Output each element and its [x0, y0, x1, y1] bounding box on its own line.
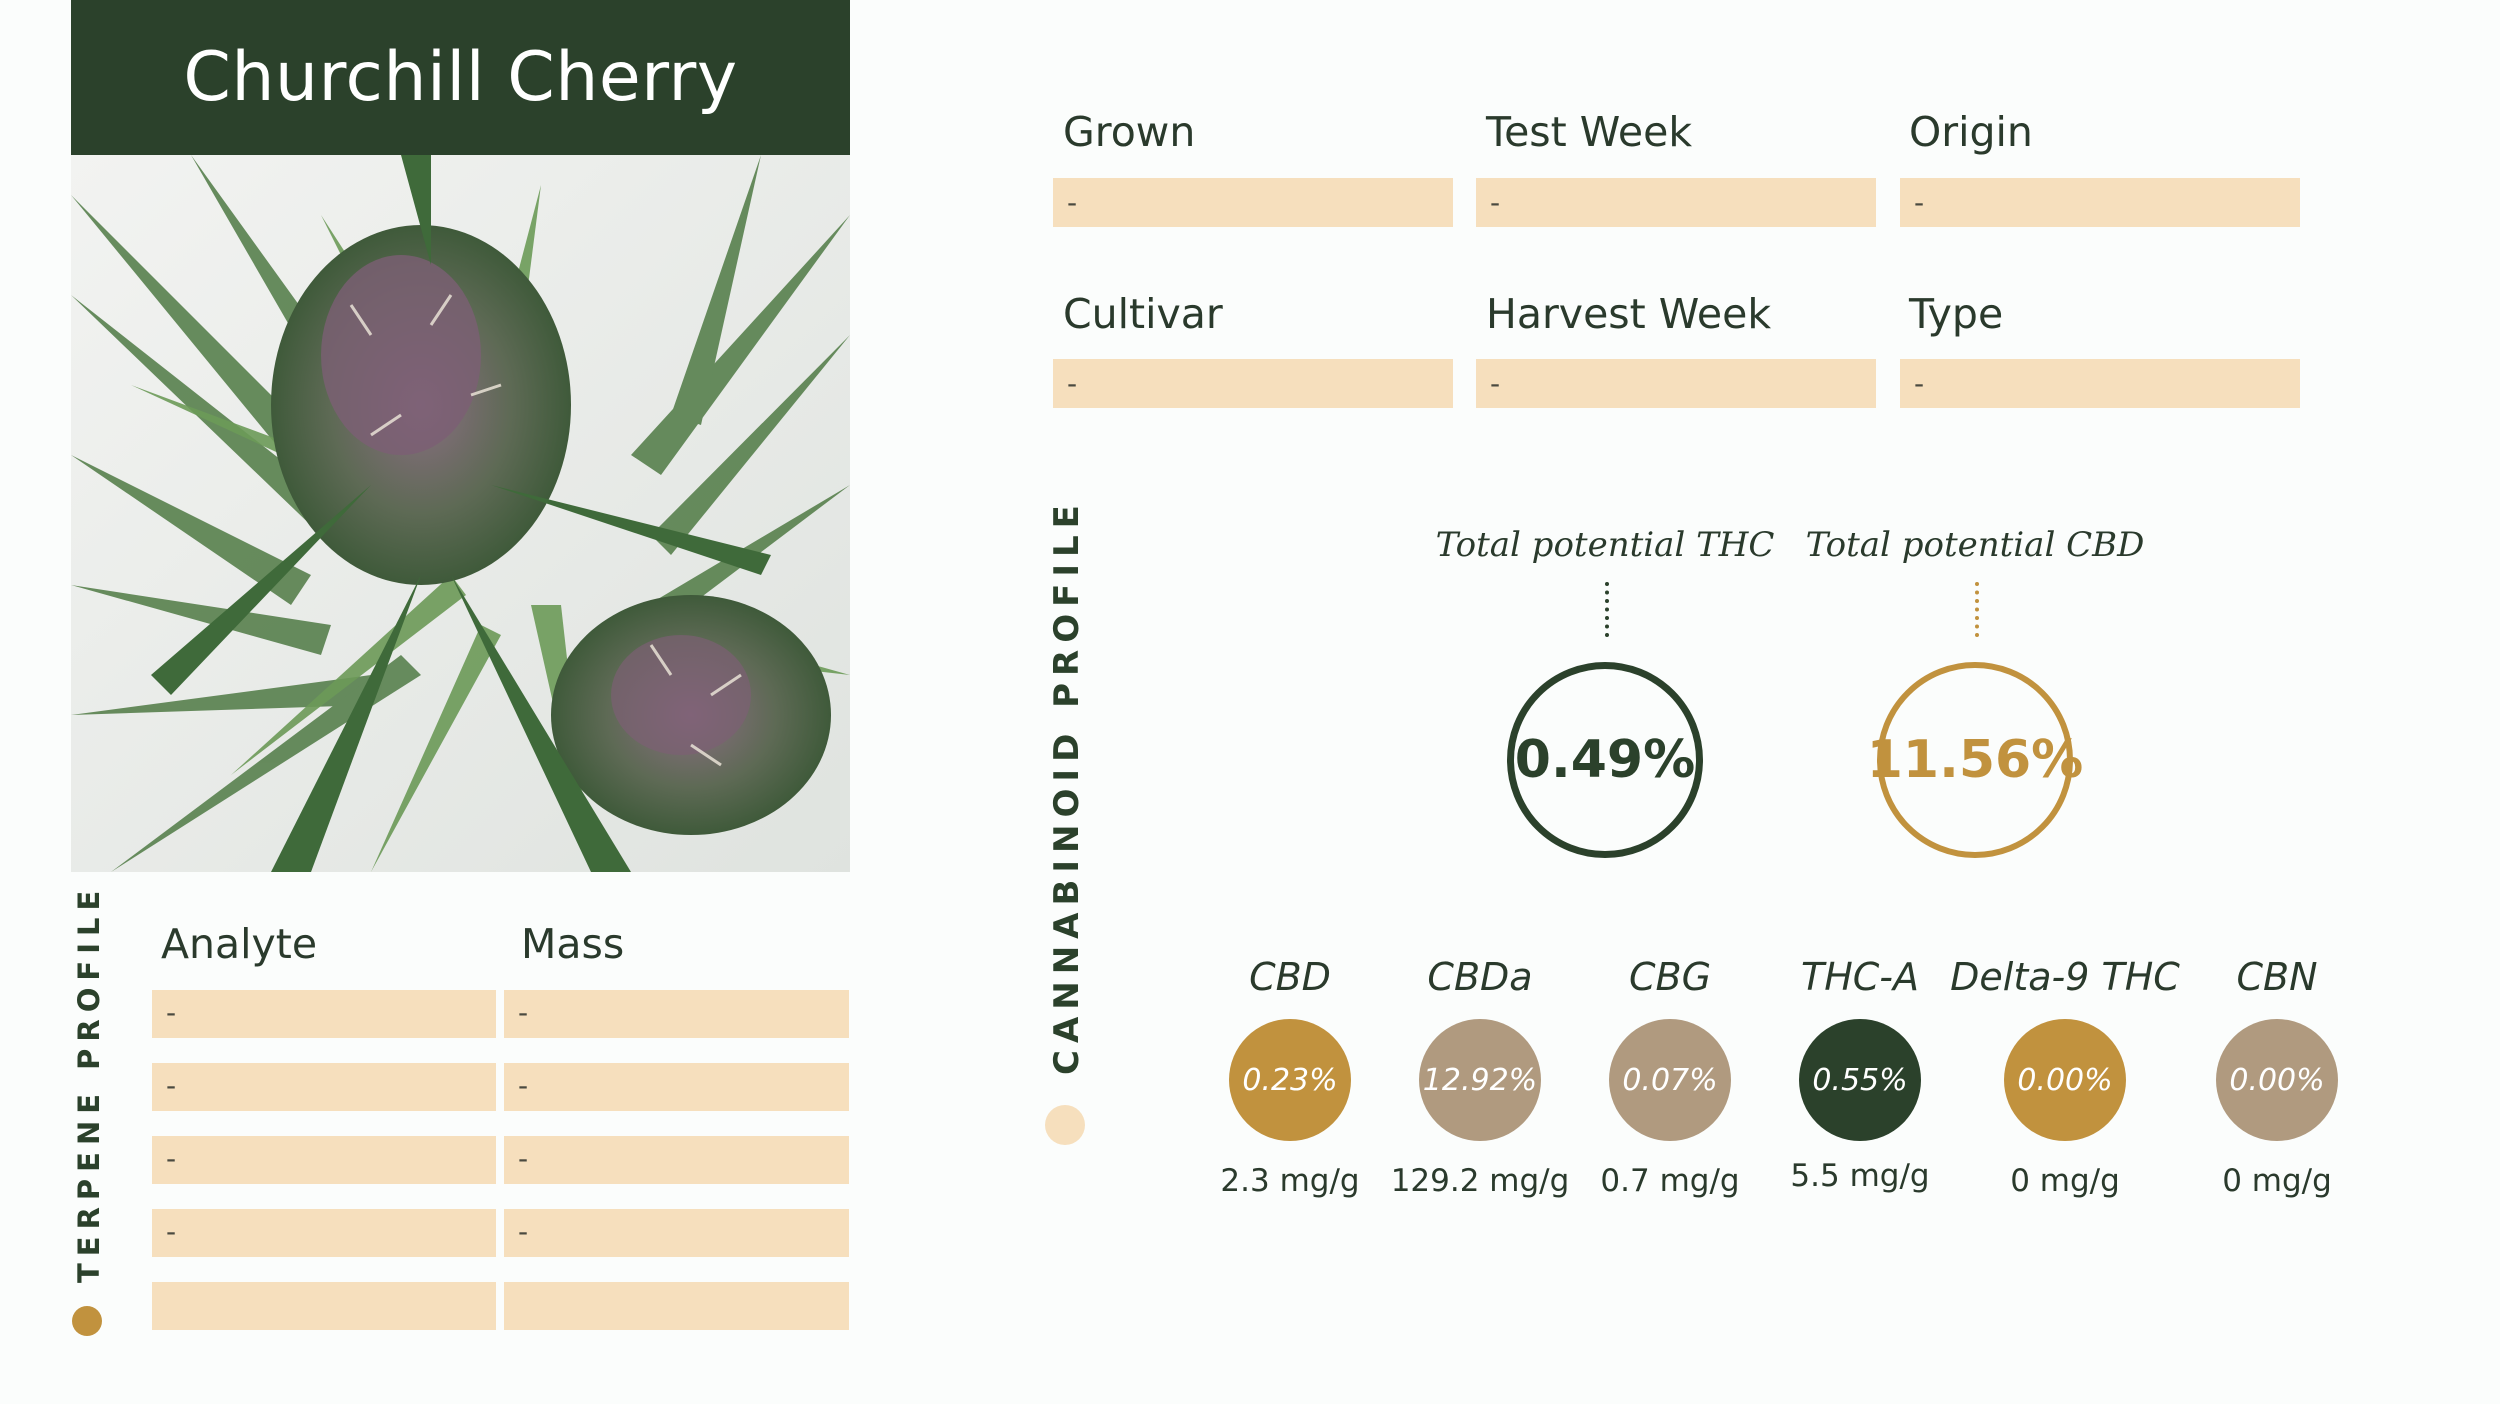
- terpene-analyte-cell: -: [152, 1209, 496, 1257]
- field-value-type: -: [1900, 359, 2300, 408]
- cannabinoid-name-thca: THC-A: [1800, 955, 1920, 999]
- cannabinoid-percent-delta9-thc: 0.00%: [2004, 1019, 2126, 1141]
- field-value-grown: -: [1053, 178, 1453, 227]
- total-thc-caption: Total potential THC: [1435, 525, 1775, 565]
- total-cbd-caption: Total potential CBD: [1805, 525, 2145, 565]
- cannabinoid-profile-label: CANNABINOID PROFILE: [1047, 498, 1087, 1075]
- cannabinoid-percent-cbd: 0.23%: [1229, 1019, 1351, 1141]
- field-label-test-week: Test Week: [1486, 108, 1693, 156]
- total-cbd-value: 11.56%: [1866, 730, 2084, 790]
- field-value-cultivar: -: [1053, 359, 1453, 408]
- total-cbd-connector: [1975, 582, 1979, 637]
- terpene-marker-dot: [72, 1306, 102, 1336]
- field-value-harvest-week: -: [1476, 359, 1876, 408]
- cannabinoid-percent-cbg: 0.07%: [1609, 1019, 1731, 1141]
- cannabinoid-percent-cbn: 0.00%: [2216, 1019, 2338, 1141]
- field-value-test-week: -: [1476, 178, 1876, 227]
- cannabinoid-name-cbg: CBG: [1628, 955, 1712, 999]
- terpene-analyte-cell: -: [152, 990, 496, 1038]
- strain-photo: [71, 155, 850, 872]
- cannabinoid-mass-cbg: 0.7 mg/g: [1600, 1163, 1740, 1199]
- cannabinoid-percent-value: 0.00%: [2229, 1062, 2325, 1098]
- terpene-mass-cell: -: [504, 1063, 849, 1111]
- cannabinoid-percent-value: 0.00%: [2017, 1062, 2113, 1098]
- cannabinoid-mass-thca: 5.5 mg/g: [1790, 1158, 1930, 1194]
- field-label-type: Type: [1909, 290, 2004, 338]
- cannabinoid-name-cbn: CBN: [2236, 955, 2318, 999]
- cannabinoid-mass-cbn: 0 mg/g: [2222, 1163, 2332, 1199]
- cannabinoid-percent-cbda: 12.92%: [1419, 1019, 1541, 1141]
- terpene-header-analyte: Analyte: [161, 920, 318, 968]
- field-label-harvest-week: Harvest Week: [1486, 290, 1772, 338]
- terpene-mass-cell: -: [504, 1136, 849, 1184]
- terpene-analyte-cell: -: [152, 1063, 496, 1111]
- total-cbd-ring: 11.56%: [1867, 662, 2083, 858]
- strain-name: Churchill Cherry: [183, 38, 738, 117]
- field-value-origin: -: [1900, 178, 2300, 227]
- field-label-grown: Grown: [1063, 108, 1196, 156]
- total-thc-connector: [1605, 582, 1609, 637]
- cannabinoid-percent-value: 12.92%: [1422, 1062, 1538, 1098]
- total-thc-value: 0.49%: [1514, 730, 1696, 790]
- cannabinoid-mass-cbda: 129.2 mg/g: [1390, 1163, 1570, 1199]
- strain-title-bar: Churchill Cherry: [71, 0, 850, 155]
- cannabinoid-percent-value: 0.55%: [1812, 1062, 1908, 1098]
- cannabinoid-name-cbd: CBD: [1249, 955, 1331, 999]
- cannabinoid-marker-dot: [1045, 1105, 1085, 1145]
- field-label-cultivar: Cultivar: [1063, 290, 1223, 338]
- cannabinoid-name-delta9-thc: Delta-9 THC: [1950, 955, 2180, 999]
- terpene-analyte-cell: [152, 1282, 496, 1330]
- field-label-origin: Origin: [1909, 108, 2033, 156]
- cannabinoid-percent-thca: 0.55%: [1799, 1019, 1921, 1141]
- terpene-header-mass: Mass: [521, 920, 625, 968]
- terpene-mass-cell: -: [504, 990, 849, 1038]
- terpene-mass-cell: -: [504, 1209, 849, 1257]
- terpene-mass-cell: [504, 1282, 849, 1330]
- cannabinoid-percent-value: 0.23%: [1242, 1062, 1338, 1098]
- cannabinoid-mass-delta9-thc: 0 mg/g: [2010, 1163, 2120, 1199]
- terpene-analyte-cell: -: [152, 1136, 496, 1184]
- total-thc-ring: 0.49%: [1507, 662, 1703, 858]
- terpene-profile-label: TERPENE PROFILE: [72, 883, 106, 1283]
- cannabinoid-percent-value: 0.07%: [1622, 1062, 1718, 1098]
- cannabinoid-name-cbda: CBDa: [1427, 955, 1533, 999]
- cannabinoid-mass-cbd: 2.3 mg/g: [1220, 1163, 1360, 1199]
